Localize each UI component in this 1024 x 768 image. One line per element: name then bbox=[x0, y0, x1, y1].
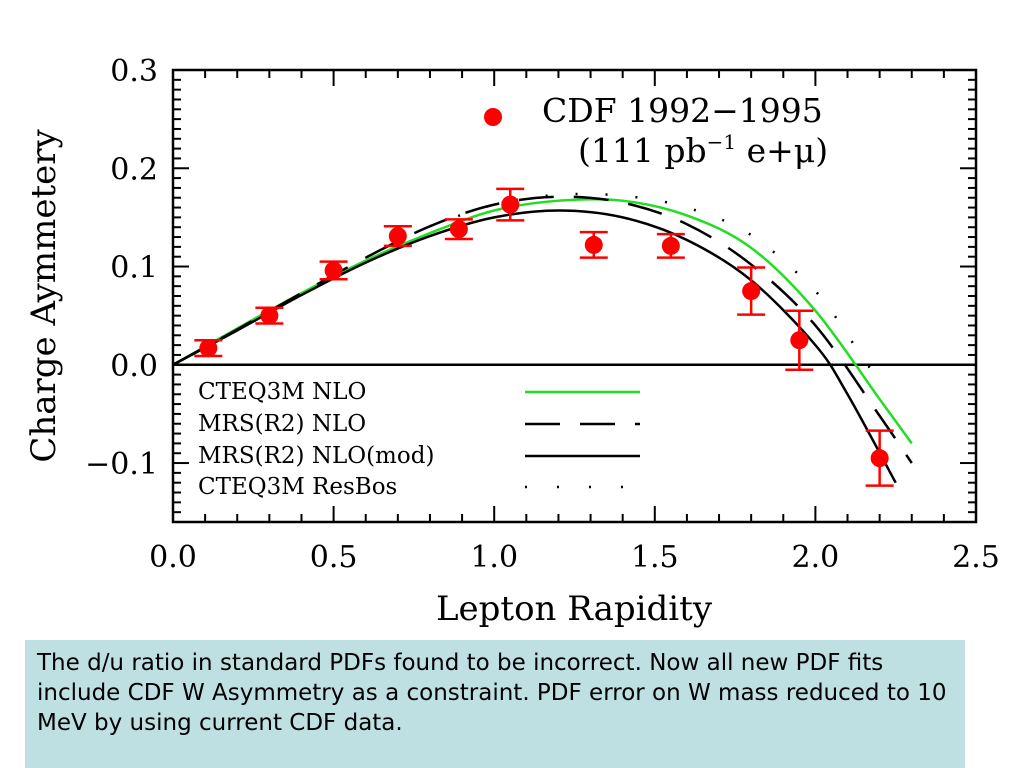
tick-labels: 0.0 0.5 1.0 1.5 2.0 2.5 −0.1 0.0 0.1 0.2 0.3 bbox=[85, 54, 1000, 575]
data-point bbox=[388, 227, 407, 246]
data-point-group bbox=[444, 218, 473, 241]
curve-mrs-r2-nlo bbox=[172, 195, 913, 464]
data-point-group bbox=[737, 266, 766, 316]
data-point-group bbox=[383, 224, 412, 248]
note-box: The d/u ratio in standard PDFs found to … bbox=[25, 640, 965, 768]
data-legend-sublabel-prefix: (111 pb bbox=[578, 131, 707, 170]
data-point bbox=[742, 282, 761, 301]
y-axis-title: Charge Aymmetery bbox=[24, 129, 64, 463]
data-point bbox=[870, 449, 889, 468]
x-tick-label: 0.5 bbox=[310, 540, 358, 575]
data-point-group bbox=[865, 429, 894, 487]
note-text: The d/u ratio in standard PDFs found to … bbox=[37, 650, 947, 736]
data-point-group bbox=[579, 230, 608, 259]
model-curves bbox=[172, 192, 913, 484]
curve-mrs-r2-nlo-mod bbox=[172, 209, 897, 484]
data-legend-sublabel-sup: −1 bbox=[707, 130, 736, 154]
asymmetry-chart: 0.0 0.5 1.0 1.5 2.0 2.5 −0.1 0.0 0.1 0.2 0.3 CDF 1… bbox=[24, 54, 1000, 629]
data-point-group bbox=[194, 338, 223, 358]
legend-label-cteq3m-nlo: CTEQ3M NLO bbox=[198, 379, 366, 405]
y-tick-label: −0.1 bbox=[85, 447, 158, 482]
curve-cteq3m-nlo bbox=[172, 197, 913, 445]
data-point bbox=[260, 306, 279, 325]
y-tick-label: 0.2 bbox=[110, 152, 158, 187]
legend-label-mrs-r2-nlo-mod: MRS(R2) NLO(mod) bbox=[198, 443, 434, 469]
legend-label-cteq3m-resbos: CTEQ3M ResBos bbox=[198, 474, 397, 500]
data-point-group bbox=[785, 309, 814, 371]
x-tick-label: 2.5 bbox=[952, 540, 1000, 575]
x-axis-title: Lepton Rapidity bbox=[436, 589, 713, 629]
data-point bbox=[661, 236, 680, 255]
data-point bbox=[584, 235, 603, 254]
data-point-group bbox=[319, 260, 348, 281]
data-point bbox=[790, 331, 809, 350]
data-point-group bbox=[255, 306, 284, 325]
data-point bbox=[199, 339, 218, 358]
legend-label-mrs-r2-nlo: MRS(R2) NLO bbox=[198, 411, 366, 437]
y-tick-label: 0.0 bbox=[110, 349, 158, 384]
data-points bbox=[194, 187, 894, 487]
data-point-group bbox=[496, 187, 525, 222]
data-legend-marker bbox=[484, 108, 502, 126]
x-tick-label: 0.0 bbox=[149, 540, 197, 575]
data-legend-label: CDF 1992−1995 bbox=[542, 91, 823, 130]
data-point-group bbox=[656, 232, 685, 259]
x-tick-label: 1.0 bbox=[470, 540, 518, 575]
x-tick-label: 1.5 bbox=[631, 540, 679, 575]
curve-legend: CTEQ3M NLO MRS(R2) NLO MRS(R2) NLO(mod) … bbox=[198, 379, 640, 500]
data-legend-sublabel-suffix: e+μ) bbox=[736, 131, 828, 170]
y-tick-label: 0.3 bbox=[110, 54, 158, 89]
data-point bbox=[501, 195, 520, 214]
data-legend-sublabel: (111 pb−1 e+μ) bbox=[578, 130, 828, 170]
x-tick-label: 2.0 bbox=[792, 540, 840, 575]
data-point bbox=[324, 261, 343, 280]
data-legend: CDF 1992−1995 (111 pb−1 e+μ) bbox=[484, 91, 828, 170]
data-point bbox=[449, 220, 468, 239]
curve-cteq3m-resbos bbox=[429, 192, 881, 384]
y-tick-label: 0.1 bbox=[110, 251, 158, 286]
